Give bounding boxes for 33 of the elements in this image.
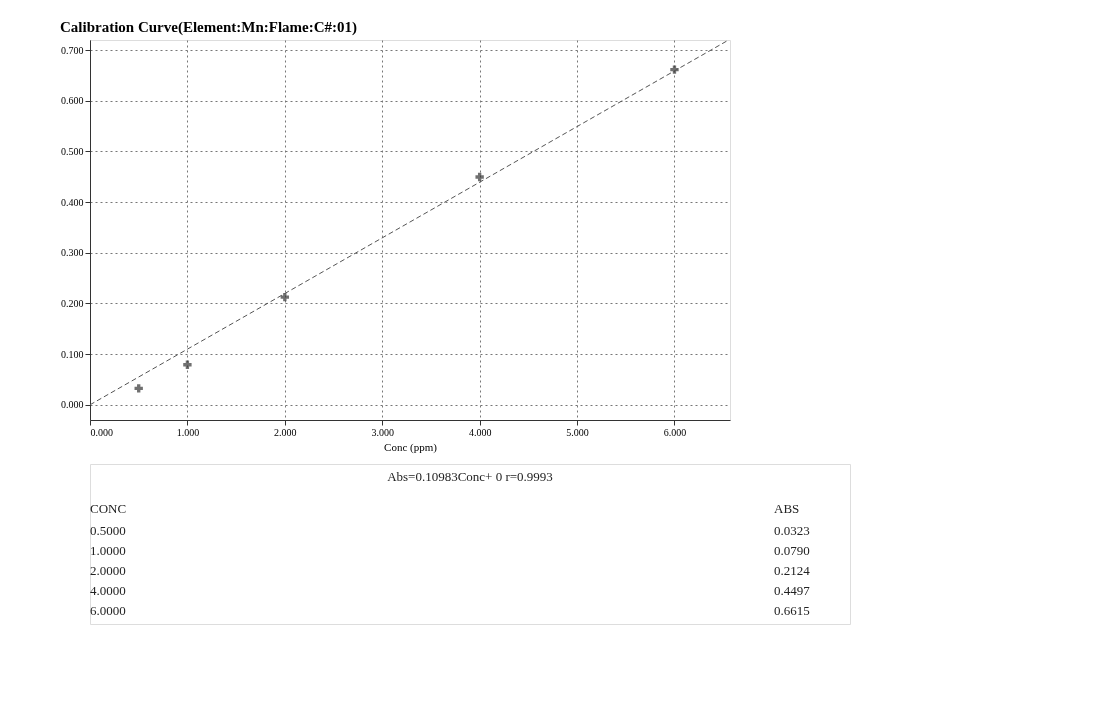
point <box>475 172 484 182</box>
chart-title: Calibration Curve(Element:Mn:Flame:C#:01) <box>60 19 358 37</box>
y-tick-label: 0.500 <box>61 145 84 157</box>
text: 0.4497 <box>774 582 811 598</box>
text: 0.6615 <box>774 602 810 618</box>
x-tick-label: 1.000 <box>176 426 200 438</box>
x-tick-label: 3.000 <box>371 426 394 438</box>
x-tick-label: 0.000 <box>90 426 113 438</box>
x-tick-label: 4.000 <box>468 426 492 438</box>
y-tick-label: 0.300 <box>61 247 84 259</box>
text: 1.0000 <box>90 542 126 558</box>
x-tick-label: 5.000 <box>566 426 589 438</box>
point <box>183 360 192 369</box>
text: Abs=0.10983Conc+ 0 r=0.9993 <box>387 469 553 485</box>
text: 4.0000 <box>90 582 126 598</box>
text: 6.0000 <box>90 602 126 618</box>
y-tick-label: 0.700 <box>61 44 84 56</box>
text: 0.2124 <box>774 562 811 578</box>
text: 2.0000 <box>90 562 126 578</box>
point <box>134 384 143 393</box>
y-tick-label: 0.600 <box>61 95 84 107</box>
x-tick-label: 6.000 <box>663 426 687 438</box>
x-axis-title: Conc (ppm) <box>384 440 438 454</box>
text: CONC <box>90 501 127 517</box>
text: 0.0790 <box>774 542 810 558</box>
y-tick-label: 0.000 <box>61 399 84 411</box>
y-tick-label: 0.200 <box>61 297 84 309</box>
text: 0.5000 <box>90 522 126 538</box>
text: 0.0323 <box>774 522 810 538</box>
y-tick-label: 0.400 <box>61 196 84 208</box>
x-tick-label: 2.000 <box>274 426 297 438</box>
text: ABS <box>774 501 800 517</box>
y-tick-label: 0.100 <box>61 348 84 360</box>
